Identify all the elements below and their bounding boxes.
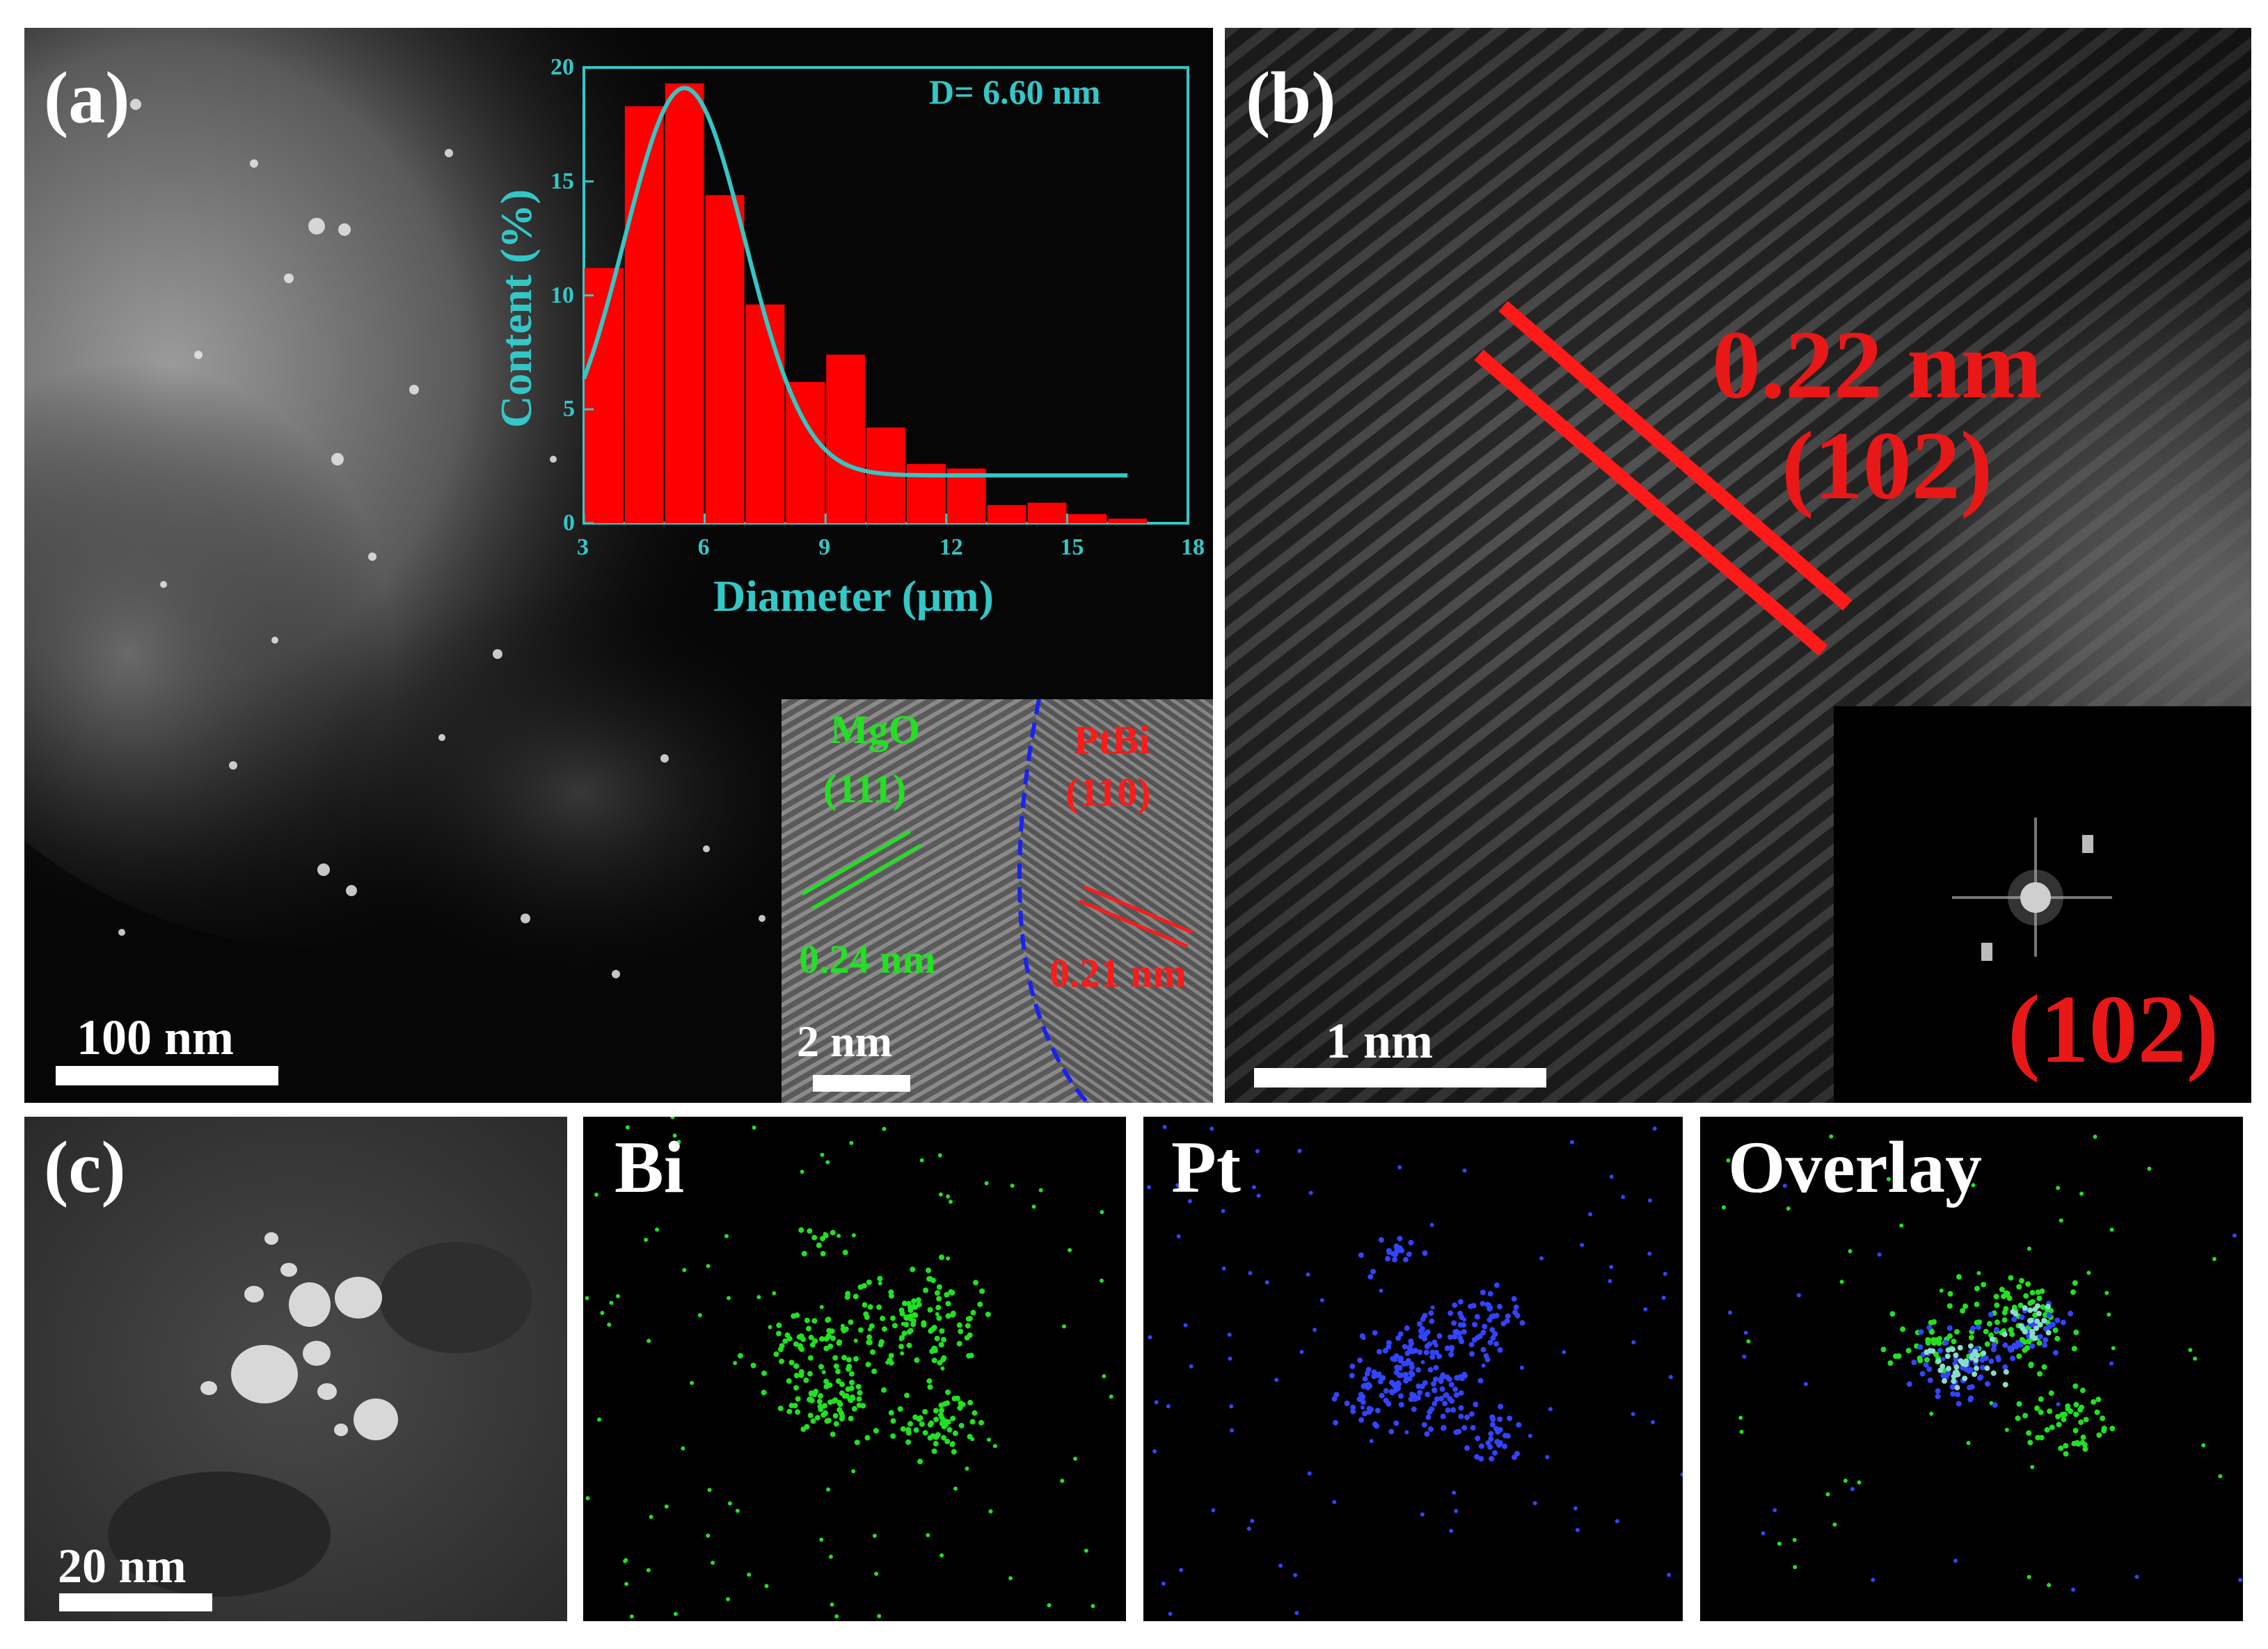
hrtem-lattice-texture — [782, 699, 1213, 1103]
histogram-bar — [1068, 513, 1107, 523]
fft-plane-label: (102) — [2008, 975, 2219, 1083]
panel-a-scale-bar-label: 100 nm — [77, 1010, 235, 1065]
overlay-eds-map: Overlay — [1700, 1117, 2243, 1621]
panel-b-hrstem-image: (b) 0.22 nm (102) (102) 1 nm — [1225, 28, 2251, 1103]
y-tick-label: 0 — [563, 510, 575, 536]
hrtem-inset: MgO (111) 0.24 nm PtBi (110) 0.21 nm 2 n… — [782, 699, 1213, 1103]
x-tick-label: 18 — [1181, 534, 1205, 560]
overlay-map-label: Overlay — [1728, 1126, 1982, 1208]
pt-signal-dots — [1147, 1124, 1683, 1616]
histogram-bar — [1027, 502, 1067, 523]
diameter-histogram-chart — [582, 66, 1189, 525]
x-tick-label: 6 — [697, 534, 710, 560]
x-tick-label: 12 — [939, 534, 963, 560]
histogram-bar — [946, 468, 986, 523]
lattice-spacing-label: 0.22 nm — [1712, 311, 2043, 419]
bi-map-label: Bi — [614, 1126, 685, 1208]
histogram-bar — [745, 304, 785, 523]
haadf-cluster-background — [24, 1117, 567, 1621]
histogram-bar — [624, 106, 664, 524]
panel-a-haadf-image: (a) D= 6.60 nm Diameter (μm) Content (%)… — [24, 28, 1213, 1103]
histogram-bar — [665, 83, 704, 524]
y-tick-label: 20 — [550, 54, 574, 80]
panel-b-scale-bar — [1254, 1068, 1546, 1088]
ptbi-spacing-label: 0.21 nm — [1049, 950, 1187, 996]
histogram-bar — [585, 268, 624, 523]
bi-signal-dots — [585, 1117, 1113, 1619]
mgo-label: MgO — [830, 707, 920, 752]
histogram-bar — [906, 463, 946, 523]
x-tick-label: 15 — [1060, 534, 1084, 560]
lattice-plane-label: (102) — [1782, 412, 1993, 520]
panel-c-scale-bar-label: 20 nm — [58, 1540, 187, 1593]
ptbi-label: PtBi — [1074, 717, 1150, 763]
bi-eds-map: Bi — [583, 1117, 1126, 1621]
y-tick-label: 10 — [550, 282, 574, 308]
pt-eds-map: Pt — [1143, 1117, 1683, 1621]
histogram-bar — [786, 381, 825, 523]
histogram-bar — [705, 195, 745, 523]
y-tick-label: 5 — [563, 396, 575, 422]
interface-dashed-line — [1017, 699, 1090, 1103]
y-axis-title: Content (%) — [491, 189, 541, 428]
ptbi-lattice-lines — [1079, 885, 1193, 948]
panel-b-label: (b) — [1246, 57, 1336, 138]
pt-map-label: Pt — [1171, 1126, 1242, 1208]
histogram-bar — [987, 504, 1026, 523]
histogram-bar — [1108, 518, 1148, 523]
ptbi-plane-label: (110) — [1065, 770, 1151, 815]
x-tick-label: 9 — [818, 534, 831, 560]
x-tick-label: 3 — [577, 534, 589, 560]
mgo-spacing-label: 0.24 nm — [799, 937, 936, 982]
y-tick-label: 15 — [550, 168, 574, 194]
panel-a-scale-bar — [56, 1066, 278, 1085]
panel-c-label: (c) — [44, 1126, 126, 1208]
mean-diameter-annotation: D= 6.60 nm — [929, 72, 1101, 111]
overlay-signal-dots — [1721, 1134, 2243, 1592]
inset-scale-bar-label: 2 nm — [797, 1017, 892, 1066]
fft-inset: (102) — [1834, 706, 2251, 1103]
panel-c-scale-bar — [59, 1593, 212, 1611]
lattice-fringe-markers — [1474, 301, 1853, 656]
mgo-lattice-lines — [801, 829, 922, 910]
fft-diffraction-spots — [1952, 818, 2112, 961]
panel-a-label: (a) — [44, 57, 130, 138]
nanoparticle-cluster — [200, 1232, 398, 1440]
panel-c-haadf-image: (c) 20 nm — [24, 1117, 567, 1621]
mgo-plane-label: (111) — [823, 766, 907, 811]
histogram-bar — [826, 354, 866, 523]
panel-b-scale-bar-label: 1 nm — [1326, 1013, 1434, 1069]
haadf-support-background — [24, 28, 1213, 1103]
x-axis-title: Diameter (μm) — [713, 571, 994, 621]
gaussian-fit-curve — [582, 86, 1128, 478]
inset-scale-bar — [813, 1075, 910, 1092]
